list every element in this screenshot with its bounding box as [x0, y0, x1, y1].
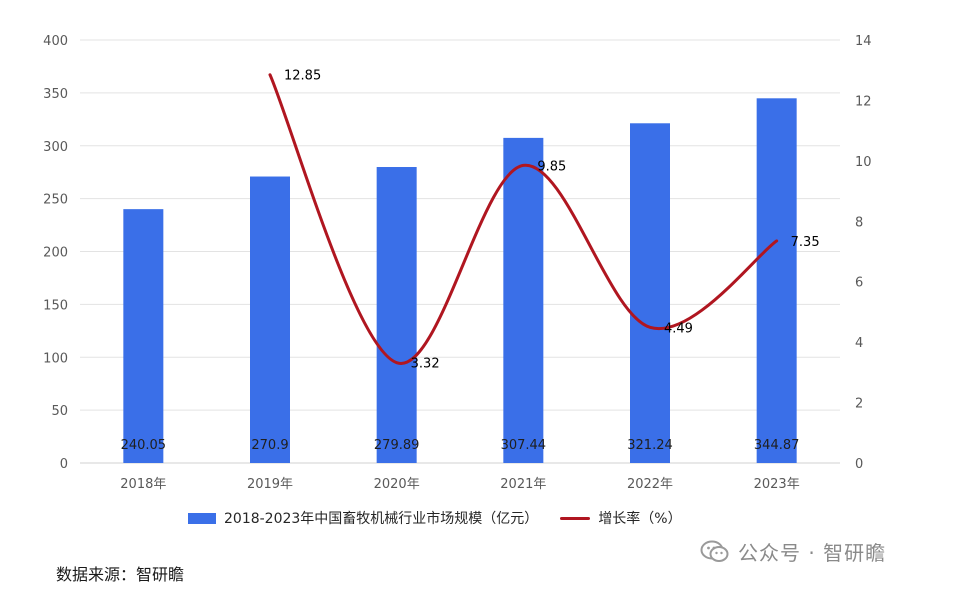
- source-note: 数据来源：智研瞻: [56, 565, 185, 584]
- y2-tick-label: 0: [855, 457, 863, 472]
- y2-tick-label: 12: [855, 94, 872, 109]
- line-series: [268, 73, 779, 365]
- growth-rate-line: [268, 73, 779, 365]
- y-tick-label: 300: [43, 140, 68, 155]
- bar-data-label: 321.24: [627, 438, 673, 453]
- bar-data-label: 344.87: [754, 438, 800, 453]
- bar-data-label: 307.44: [501, 438, 547, 453]
- bar-series: [123, 98, 797, 463]
- right-axis-ticks: 0 2 4 6 8 10 12 14: [855, 34, 872, 472]
- line-data-label: 7.35: [791, 235, 820, 250]
- line-data-labels: 12.85 3.32 9.85 4.49 7.35: [284, 69, 820, 372]
- bar: [630, 123, 670, 463]
- gridlines: [80, 39, 840, 464]
- line-data-label: 9.85: [537, 159, 566, 174]
- y-tick-label: 50: [51, 404, 68, 419]
- x-tick-label: 2022年: [627, 477, 673, 492]
- bar: [756, 98, 797, 463]
- legend: 2018-2023年中国畜牧机械行业市场规模（亿元） 增长率（%）: [188, 508, 682, 528]
- x-tick-label: 2018年: [120, 477, 166, 492]
- bar: [123, 209, 164, 463]
- chart: 0 50 100 150 200 250 300 350 400 0 2 4 6 8 10 12 14 240…: [43, 34, 872, 492]
- line-data-label: 4.49: [664, 321, 693, 336]
- watermark-text: 公众号 · 智研瞻: [738, 541, 887, 565]
- y-tick-label: 200: [43, 246, 68, 261]
- y2-tick-label: 6: [855, 276, 863, 291]
- x-tick-label: 2019年: [247, 477, 293, 492]
- bar-data-labels: 240.05 270.9 279.89 307.44 321.24 344.87: [121, 438, 800, 453]
- y-tick-label: 0: [60, 457, 68, 472]
- y-tick-label: 250: [43, 193, 68, 208]
- x-tick-label: 2020年: [374, 477, 420, 492]
- y-tick-label: 100: [43, 351, 68, 366]
- bar-data-label: 240.05: [121, 438, 167, 453]
- legend-line-label: 增长率（%）: [598, 511, 682, 527]
- x-tick-label: 2021年: [500, 477, 546, 492]
- wechat-icon: [700, 540, 729, 562]
- y-tick-label: 150: [43, 298, 68, 313]
- line-data-label: 12.85: [284, 69, 321, 84]
- bar-data-label: 279.89: [374, 438, 420, 453]
- watermark: 公众号 · 智研瞻: [700, 537, 886, 566]
- y2-tick-label: 4: [855, 336, 863, 351]
- y2-tick-label: 10: [855, 155, 872, 170]
- legend-line-swatch: [560, 516, 591, 520]
- line-data-label: 3.32: [411, 357, 440, 372]
- x-axis-ticks: 2018年 2019年 2020年 2021年 2022年 2023年: [120, 477, 799, 492]
- y-tick-label: 400: [43, 34, 68, 49]
- left-axis-ticks: 0 50 100 150 200 250 300 350 400: [43, 34, 68, 472]
- legend-bar-swatch: [188, 512, 216, 524]
- y-tick-label: 350: [43, 87, 68, 102]
- y2-tick-label: 2: [855, 397, 863, 412]
- bar: [376, 167, 417, 463]
- bar-data-label: 270.9: [251, 438, 288, 453]
- bar: [503, 137, 544, 463]
- legend-bar-label: 2018-2023年中国畜牧机械行业市场规模（亿元）: [224, 511, 539, 527]
- bar: [250, 176, 290, 463]
- x-tick-label: 2023年: [754, 477, 800, 492]
- y2-tick-label: 14: [855, 34, 872, 49]
- y2-tick-label: 8: [855, 215, 863, 230]
